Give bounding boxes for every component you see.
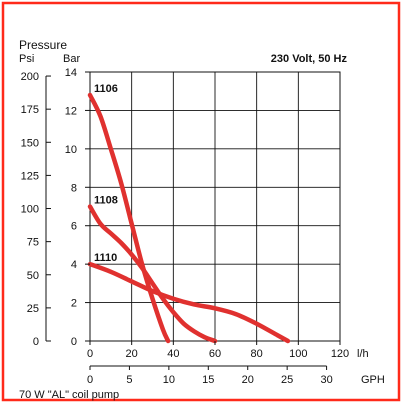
lh-tick-label: 20 [126, 348, 138, 360]
bar-unit-label: Bar [63, 53, 80, 65]
lh-tick-label: 40 [167, 348, 179, 360]
bar-tick-label: 0 [71, 336, 77, 348]
bar-tick-label: 8 [71, 182, 77, 194]
psi-tick-label: 150 [21, 137, 39, 149]
gph-unit-label: GPH [361, 374, 385, 386]
series-line-1106 [87, 92, 171, 344]
series-label-1108: 1108 [94, 195, 118, 207]
series-label-1110: 1110 [94, 252, 117, 264]
pressure-title: Pressure [19, 38, 67, 52]
series-line-1110 [87, 261, 291, 344]
series-line-1108 [87, 204, 218, 344]
gph-tick-label: 15 [202, 374, 214, 386]
bar-tick-label: 6 [71, 221, 77, 233]
gph-tick-label: 0 [87, 374, 93, 386]
lh-tick-label: 80 [251, 348, 263, 360]
caption-label: 70 W "AL" coil pump [19, 389, 119, 401]
psi-tick-label: 25 [27, 303, 39, 315]
psi-tick-label: 75 [27, 237, 39, 249]
psi-tick-label: 100 [21, 204, 39, 216]
bar-tick-label: 12 [65, 105, 77, 117]
gph-tick-label: 30 [320, 374, 332, 386]
series-label-1106: 1106 [94, 83, 118, 95]
series-layer: 1106 1108 1110 [87, 83, 291, 344]
lh-tick-label: 60 [209, 348, 221, 360]
lh-unit-label: l/h [357, 348, 369, 360]
lh-tick-label: 0 [87, 348, 93, 360]
lh-tick-label: 100 [289, 348, 307, 360]
gph-tick-label: 5 [126, 374, 132, 386]
psi-tick-label: 50 [27, 270, 39, 282]
bar-tick-label: 14 [65, 67, 77, 79]
bar-tick-label: 4 [71, 259, 77, 271]
psi-tick-label: 200 [21, 71, 39, 83]
lh-tick-label: 120 [331, 348, 349, 360]
condition-label: 230 Volt, 50 Hz [271, 53, 348, 65]
gph-tick-label: 20 [242, 374, 254, 386]
psi-tick-label: 125 [21, 170, 39, 182]
gph-tick-label: 10 [163, 374, 175, 386]
gph-tick-label: 25 [281, 374, 293, 386]
psi-unit-label: Psi [19, 53, 34, 65]
psi-tick-label: 0 [33, 336, 39, 348]
bar-tick-label: 2 [71, 298, 77, 310]
psi-tick-label: 175 [21, 104, 39, 116]
bar-tick-label: 10 [65, 144, 77, 156]
